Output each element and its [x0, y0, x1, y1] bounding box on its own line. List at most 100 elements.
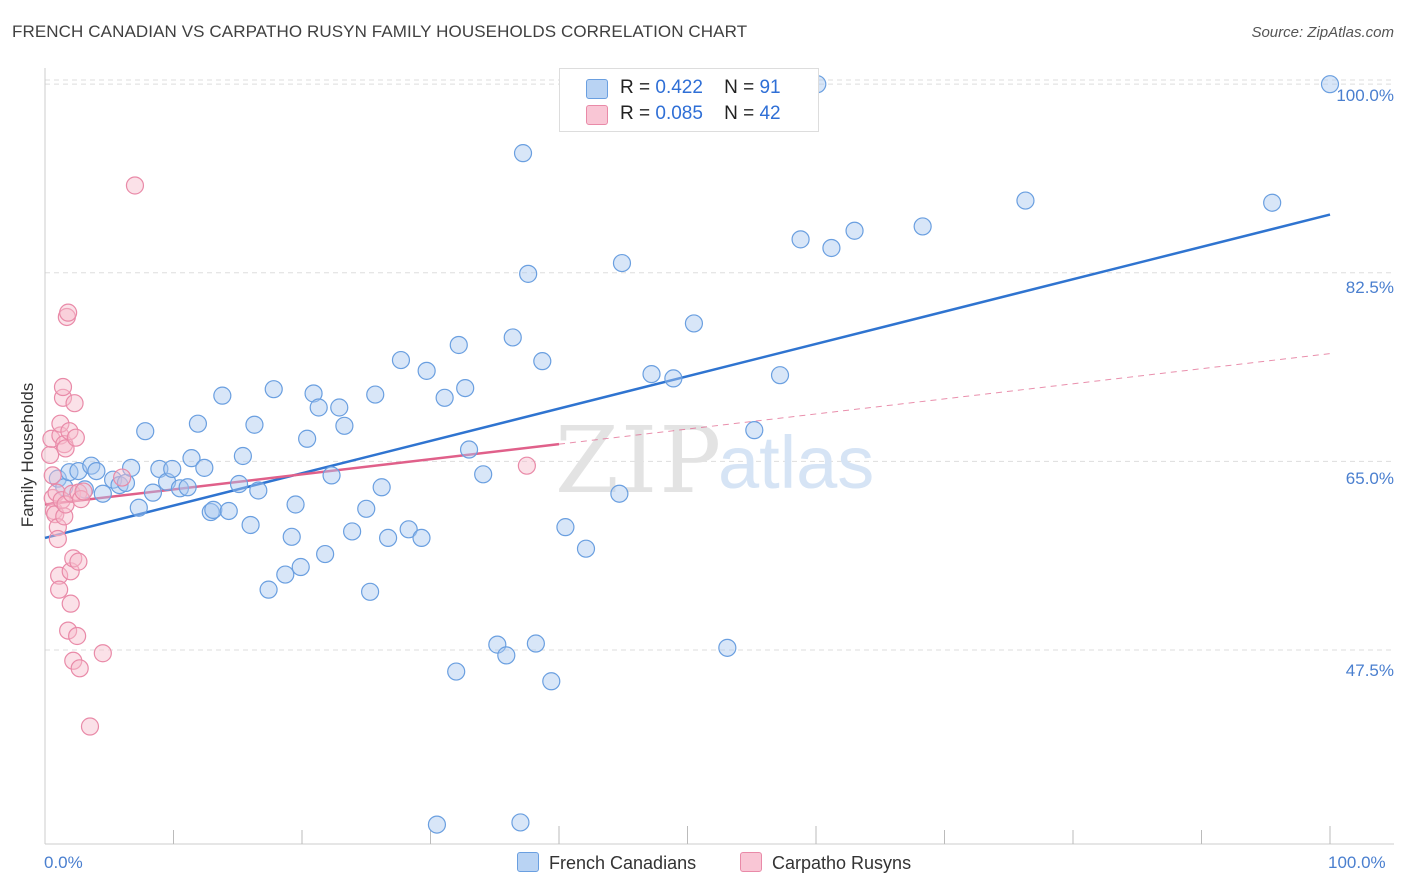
y-axis-label: Family Households — [18, 382, 37, 528]
data-point-french-canadians — [213, 386, 232, 405]
data-point-french-canadians — [361, 582, 380, 601]
data-point-french-canadians — [245, 415, 264, 434]
data-point-french-canadians — [1263, 193, 1282, 212]
data-point-carpatho-rusyns — [517, 456, 536, 475]
data-point-french-canadians — [163, 459, 182, 479]
data-point-french-canadians — [129, 498, 148, 517]
data-point-french-canadians — [745, 421, 764, 440]
r-label: R = — [620, 77, 651, 98]
trend-line-pink-extension — [558, 353, 1331, 445]
data-point-carpatho-rusyns — [80, 717, 100, 736]
data-point-carpatho-rusyns — [64, 651, 83, 670]
x-tick-label: 100.0% — [1328, 853, 1386, 872]
data-point-carpatho-rusyns — [59, 303, 78, 322]
data-point-carpatho-rusyns — [53, 388, 73, 407]
data-point-carpatho-rusyns — [68, 626, 87, 646]
y-tick-label: 65.0% — [1345, 469, 1394, 488]
data-point-french-canadians — [304, 384, 323, 403]
data-point-french-canadians — [143, 483, 163, 502]
data-point-french-canadians — [182, 449, 201, 468]
n-value-blue: 91 — [759, 77, 781, 98]
legend-swatch-pink — [586, 105, 608, 125]
n-value-pink: 42 — [759, 103, 781, 124]
data-point-french-canadians — [322, 466, 341, 485]
data-point-french-canadians — [93, 484, 112, 503]
legend-label: French Canadians — [549, 853, 697, 873]
watermark-atlas: atlas — [718, 421, 874, 504]
data-point-french-canadians — [298, 429, 317, 448]
data-point-french-canadians — [195, 458, 214, 477]
trend-line-pink — [44, 442, 560, 506]
data-point-french-canadians — [447, 662, 466, 681]
data-point-french-canadians — [276, 565, 295, 584]
data-point-carpatho-rusyns — [50, 566, 69, 585]
watermark-zip: ZIP — [555, 407, 723, 514]
data-point-french-canadians — [417, 361, 436, 380]
data-point-french-canadians — [286, 495, 305, 514]
data-point-french-canadians — [233, 446, 252, 466]
data-point-french-canadians — [378, 528, 398, 548]
watermark: ZIP atlas — [555, 407, 874, 514]
data-point-french-canadians — [1016, 191, 1035, 210]
data-point-carpatho-rusyns — [64, 549, 83, 568]
data-point-carpatho-rusyns — [61, 594, 80, 613]
legend-swatch-blue — [586, 79, 608, 99]
data-point-french-canadians — [526, 634, 545, 653]
source-label: Source: ZipAtlas.com — [1251, 24, 1394, 41]
data-point-french-canadians — [511, 813, 530, 832]
data-point-french-canadians — [1320, 75, 1340, 94]
data-point-french-canadians — [259, 580, 278, 599]
n-label: N = — [724, 103, 755, 124]
data-point-french-canadians — [533, 352, 552, 371]
data-point-french-canadians — [343, 522, 362, 541]
data-point-carpatho-rusyns — [48, 529, 67, 549]
data-point-french-canadians — [770, 366, 790, 385]
data-point-french-canadians — [822, 238, 841, 258]
data-point-carpatho-rusyns — [62, 484, 82, 503]
data-point-french-canadians — [684, 314, 704, 333]
data-point-french-canadians — [87, 461, 106, 481]
data-point-carpatho-rusyns — [59, 621, 78, 640]
data-point-french-canadians — [664, 369, 683, 388]
data-point-french-canadians — [459, 440, 479, 459]
r-value-pink: 0.085 — [655, 103, 703, 124]
data-point-french-canadians — [330, 398, 349, 417]
data-point-carpatho-rusyns — [60, 422, 79, 441]
data-point-french-canadians — [249, 481, 268, 500]
data-point-french-canadians — [497, 646, 516, 665]
trend-line-blue — [44, 213, 1331, 540]
data-point-carpatho-rusyns — [112, 468, 132, 487]
data-point-carpatho-rusyns — [69, 552, 88, 571]
legend-item-french-canadians[interactable]: French Canadians — [517, 852, 696, 874]
legend-swatch-blue — [517, 852, 539, 872]
stats-legend: R = 0.422 N = 91 R = 0.085 N = 42 — [559, 68, 819, 132]
x-tick-label: 0.0% — [44, 853, 83, 872]
data-point-french-canadians — [399, 520, 418, 539]
data-point-carpatho-rusyns — [50, 580, 69, 599]
data-point-french-canadians — [391, 350, 411, 370]
legend-label: Carpatho Rusyns — [772, 853, 912, 873]
data-point-french-canadians — [282, 527, 301, 546]
data-point-french-canadians — [316, 544, 335, 564]
data-point-french-canadians — [576, 539, 596, 558]
data-point-french-canadians — [170, 479, 190, 498]
data-point-carpatho-rusyns — [43, 466, 62, 485]
data-point-carpatho-rusyns — [125, 176, 145, 195]
data-point-french-canadians — [718, 638, 737, 657]
data-point-french-canadians — [241, 515, 260, 535]
data-point-french-canadians — [642, 364, 661, 384]
y-tick-label: 47.5% — [1345, 661, 1394, 680]
r-value-blue: 0.422 — [655, 77, 703, 98]
data-point-french-canadians — [449, 335, 468, 355]
legend-item-carpatho-rusyns[interactable]: Carpatho Rusyns — [740, 852, 911, 874]
series-carpatho-rusyns — [41, 176, 536, 736]
data-point-french-canadians — [913, 217, 932, 236]
chart-title: FRENCH CANADIAN VS CARPATHO RUSYN FAMILY… — [12, 22, 748, 41]
data-point-french-canadians — [612, 253, 632, 273]
data-point-french-canadians — [219, 501, 238, 521]
y-tick-label: 100.0% — [1336, 86, 1394, 105]
data-point-french-canadians — [335, 416, 354, 435]
data-point-french-canadians — [366, 385, 385, 404]
data-point-french-canadians — [136, 422, 155, 441]
